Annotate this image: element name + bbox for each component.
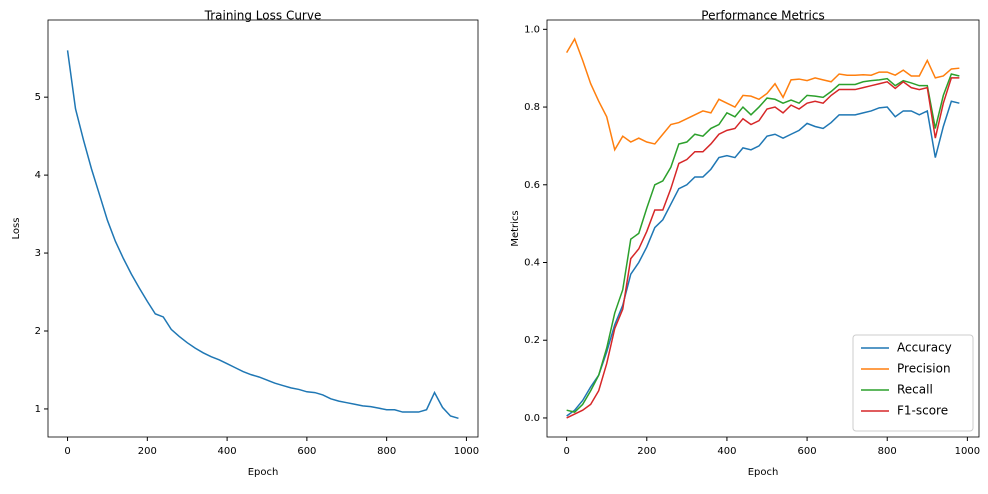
line-series: [66, 50, 459, 420]
y-tick-label: 5: [35, 92, 41, 103]
x-axis-label: Epoch: [748, 467, 779, 478]
x-tick-label: 400: [717, 446, 736, 457]
legend-label: Recall: [897, 383, 933, 397]
x-tick-label: 600: [798, 446, 817, 457]
x-tick-label: 800: [878, 446, 897, 457]
legend-label: F1-score: [897, 404, 948, 418]
legend-label: Accuracy: [897, 341, 952, 355]
y-tick-label: 0.6: [524, 180, 540, 191]
x-tick-label: 1000: [454, 446, 479, 457]
x-tick-label: 800: [377, 446, 396, 457]
y-tick-label: 0.8: [524, 102, 540, 113]
x-tick-label: 1000: [955, 446, 980, 457]
y-tick-label: 0.2: [524, 335, 540, 346]
y-axis-label: Metrics: [510, 210, 521, 246]
axes-frame: [546, 19, 980, 438]
y-tick-label: 2: [35, 326, 41, 337]
axes-frame: [47, 19, 479, 438]
y-axis-label: Loss: [11, 218, 22, 240]
legend-label: Precision: [897, 362, 951, 376]
x-axis-label: Epoch: [248, 467, 279, 478]
chart-title: Training Loss Curve: [204, 9, 322, 23]
y-tick-label: 4: [35, 170, 41, 181]
line-series: [566, 73, 960, 413]
y-tick-label: 3: [35, 248, 41, 259]
y-tick-label: 1.0: [524, 24, 540, 35]
y-tick-label: 0.4: [524, 258, 540, 269]
line-series: [566, 100, 960, 417]
x-tick-label: 200: [637, 446, 656, 457]
legend: [852, 334, 974, 432]
y-tick-label: 0.0: [524, 413, 540, 424]
y-tick-label: 1: [35, 404, 41, 415]
line-series: [566, 77, 960, 419]
x-tick-label: 0: [64, 446, 70, 457]
line-series: [565, 37, 960, 152]
x-tick-label: 400: [218, 446, 237, 457]
x-tick-label: 200: [138, 446, 157, 457]
chart-title: Performance Metrics: [701, 9, 824, 23]
x-tick-label: 0: [563, 446, 569, 457]
x-tick-label: 600: [297, 446, 316, 457]
